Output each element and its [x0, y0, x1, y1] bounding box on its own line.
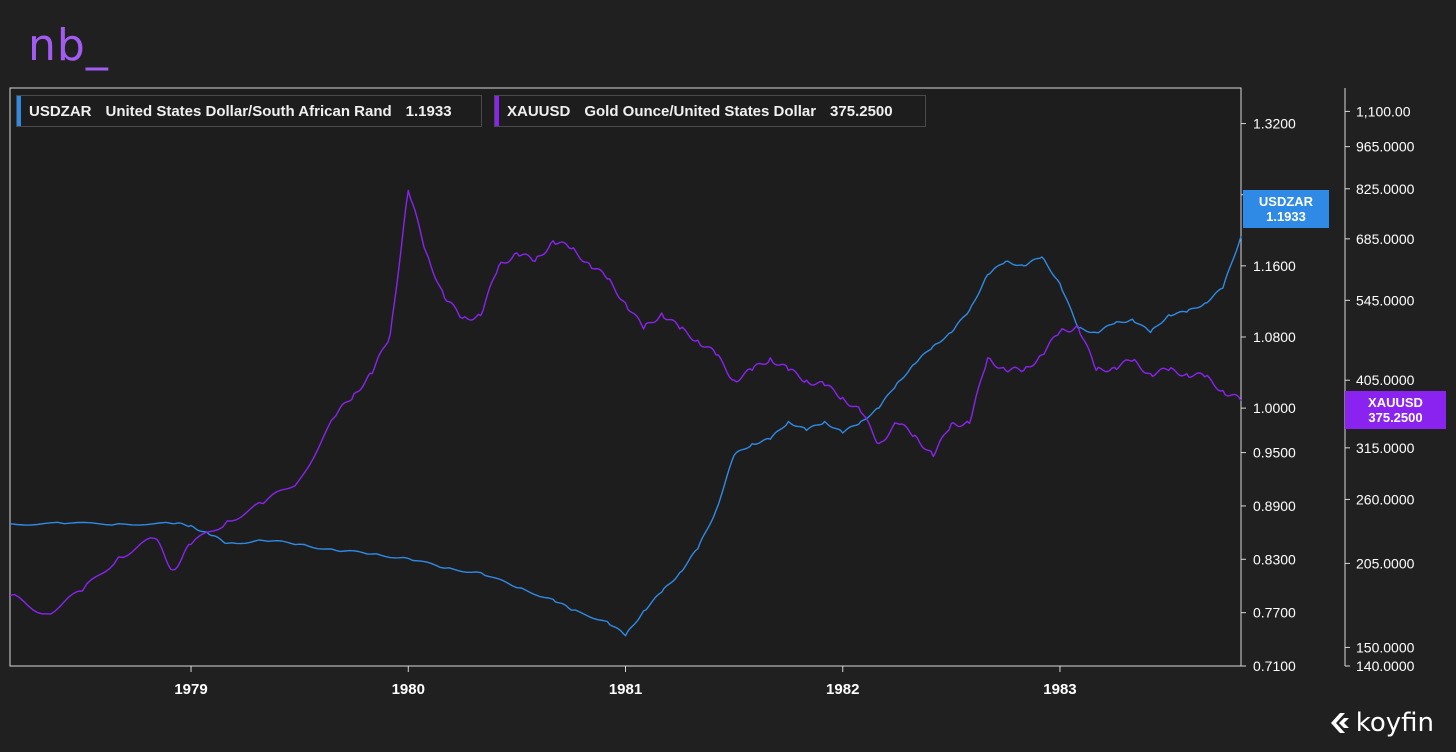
left-tick-label: 0.9500	[1253, 445, 1296, 461]
x-tick-label: 1983	[1043, 681, 1076, 698]
brand-logo: nb_	[28, 20, 109, 71]
right-tick-label: 140.0000	[1356, 658, 1415, 674]
xauusd-legend-name: Gold Ounce/United States Dollar	[584, 102, 817, 120]
right-tick-label: 315.0000	[1356, 440, 1415, 456]
koyfin-logo-icon	[1330, 713, 1349, 733]
right-tick-label: 685.0000	[1356, 231, 1415, 247]
left-tick-label: 1.0800	[1253, 329, 1296, 345]
usdzar-series-line	[9, 235, 1242, 637]
left-tick-label: 1.0000	[1253, 400, 1296, 416]
x-tick-label: 1979	[174, 681, 207, 698]
xauusd-badge-value: 375.2500	[1368, 410, 1423, 425]
left-tick-label: 0.8300	[1253, 551, 1296, 567]
x-tick-label: 1980	[392, 681, 425, 698]
legend-xauusd[interactable]: XAUUSD Gold Ounce/United States Dollar 3…	[494, 95, 926, 127]
left-tick-label: 0.7700	[1253, 605, 1296, 621]
xauusd-legend-value: 375.2500	[830, 102, 893, 120]
koyfin-watermark: koyfin	[1328, 708, 1434, 738]
right-tick-label: 1,100.00	[1356, 103, 1411, 119]
right-tick-label: 405.0000	[1356, 372, 1415, 388]
plot-frame	[9, 87, 1242, 667]
usdzar-badge-value: 1.1933	[1266, 209, 1306, 224]
xauusd-legend-symbol: XAUUSD	[507, 102, 571, 120]
left-tick-label: 1.1600	[1253, 258, 1296, 274]
left-tick-label: 0.7100	[1253, 658, 1296, 674]
legend-usdzar[interactable]: USDZAR United States Dollar/South Africa…	[16, 95, 482, 127]
xauusd-badge-symbol: XAUUSD	[1368, 395, 1423, 410]
xauusd-series-line	[9, 189, 1242, 615]
right-tick-label: 825.0000	[1356, 181, 1415, 197]
usdzar-legend-value: 1.1933	[405, 102, 452, 120]
x-tick-label: 1982	[826, 681, 859, 698]
koyfin-wordmark: koyfin	[1355, 708, 1434, 738]
usdzar-legend-symbol: USDZAR	[29, 102, 92, 120]
usdzar-legend-name: United States Dollar/South African Rand	[105, 102, 392, 120]
right-tick-label: 545.0000	[1356, 292, 1415, 308]
right-tick-label: 965.0000	[1356, 139, 1415, 155]
xauusd-price-badge: XAUUSD 375.2500	[1345, 391, 1446, 429]
left-tick-label: 0.8900	[1253, 498, 1296, 514]
right-tick-label: 205.0000	[1356, 555, 1415, 571]
usdzar-swatch	[17, 96, 21, 126]
usdzar-price-badge: USDZAR 1.1933	[1243, 190, 1329, 228]
usdzar-badge-symbol: USDZAR	[1258, 194, 1314, 209]
xauusd-swatch	[495, 96, 499, 126]
x-tick-label: 1981	[609, 681, 642, 698]
right-tick-label: 260.0000	[1356, 491, 1415, 507]
right-tick-label: 150.0000	[1356, 639, 1415, 655]
left-tick-label: 1.3200	[1253, 116, 1296, 132]
